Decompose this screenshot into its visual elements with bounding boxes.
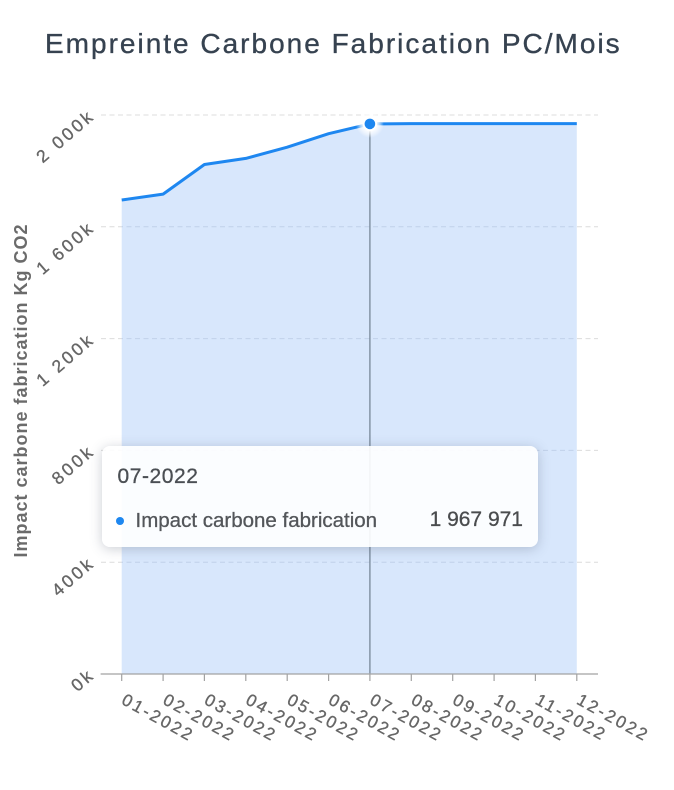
svg-text:800k: 800k bbox=[48, 441, 99, 489]
svg-text:1 200k: 1 200k bbox=[32, 329, 98, 390]
svg-text:0k: 0k bbox=[67, 664, 99, 695]
svg-text:400k: 400k bbox=[48, 552, 99, 600]
svg-text:1 600k: 1 600k bbox=[32, 217, 98, 278]
svg-text:2 000k: 2 000k bbox=[32, 105, 98, 166]
svg-text:Impact carbone fabrication Kg: Impact carbone fabrication Kg CO2 bbox=[11, 223, 31, 557]
